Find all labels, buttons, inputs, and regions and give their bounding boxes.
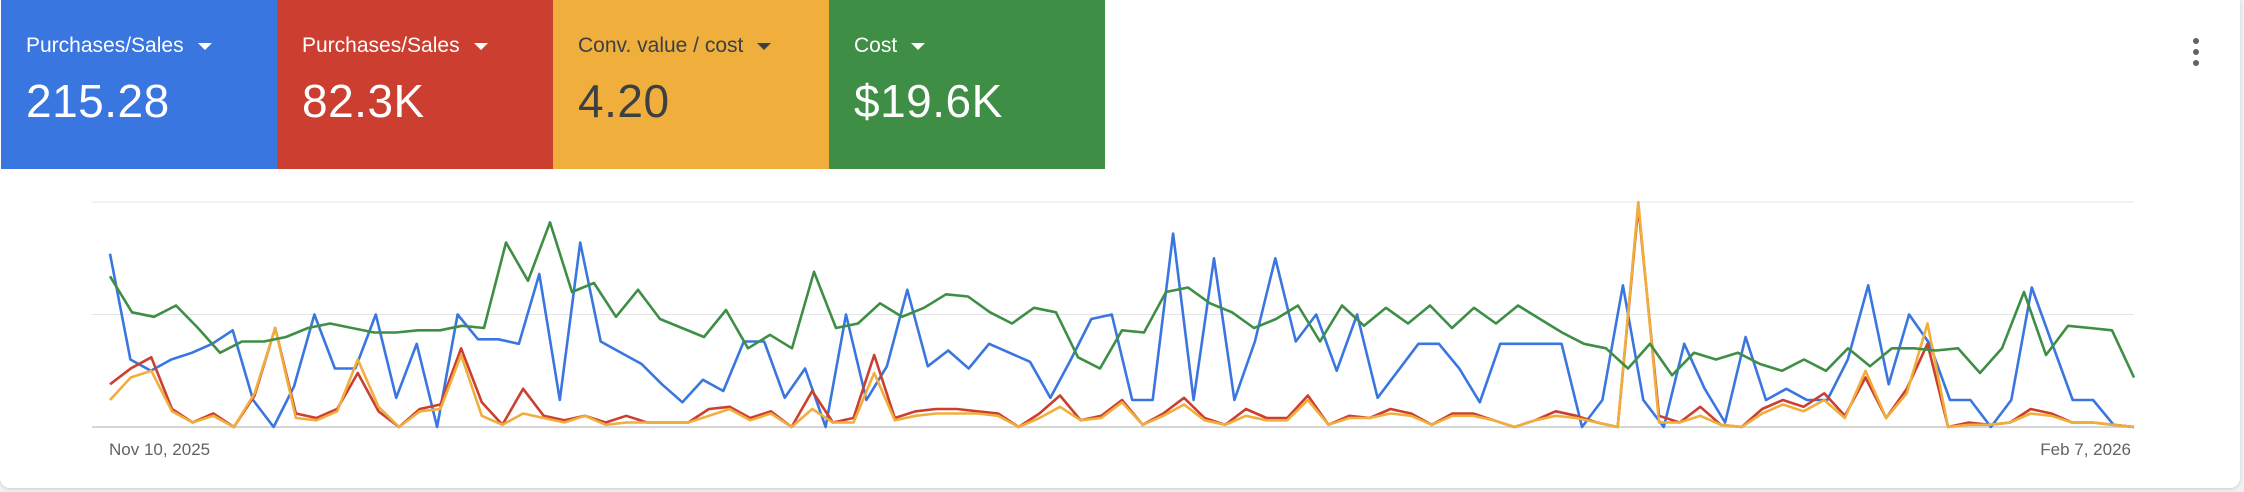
more-options-icon[interactable] (2180, 32, 2210, 72)
dropdown-arrow-icon (473, 42, 488, 50)
series-line-3 (109, 200, 2135, 429)
dropdown-arrow-icon (911, 42, 926, 50)
scorecard-label: Cost (854, 34, 898, 57)
series-line-1 (108, 232, 2135, 429)
scorecard-conv-value-cost[interactable]: Conv. value / cost 4.20 (553, 0, 829, 169)
scorecard-label: Purchases/Sales (302, 34, 460, 57)
menu-dot (2193, 49, 2199, 55)
scorecard-metric-selector[interactable]: Purchases/Sales (302, 34, 488, 58)
dropdown-arrow-icon (757, 42, 772, 50)
scorecard-value: 4.20 (578, 75, 670, 127)
x-tick-label-start: Nov 10, 2025 (109, 440, 211, 459)
menu-dot (2193, 38, 2199, 44)
scorecard-purchases-sales[interactable]: Purchases/Sales 215.28 (1, 0, 277, 169)
series-line-2 (109, 205, 2135, 429)
menu-dot (2193, 60, 2199, 66)
scorecard-label: Conv. value / cost (578, 34, 744, 57)
scorecard-value: 82.3K (302, 75, 425, 127)
scorecard-value: $19.6K (854, 75, 1003, 127)
scorecard-metric-selector[interactable]: Conv. value / cost (578, 34, 772, 58)
dropdown-arrow-icon (197, 42, 212, 50)
x-tick-label-end: Feb 7, 2026 (2040, 440, 2131, 459)
scorecard-metric-selector[interactable]: Cost (854, 34, 926, 58)
scorecard-value: 215.28 (26, 75, 170, 127)
scorecard-metric-selector[interactable]: Purchases/Sales (26, 34, 212, 58)
scorecard-row: Purchases/Sales 215.28 Purchases/Sales 8… (1, 0, 1105, 169)
scorecard-purchases-sales-value[interactable]: Purchases/Sales 82.3K (277, 0, 553, 169)
series-line-4 (108, 221, 2136, 379)
scorecard-label: Purchases/Sales (26, 34, 184, 57)
scorecard-cost[interactable]: Cost $19.6K (829, 0, 1105, 169)
